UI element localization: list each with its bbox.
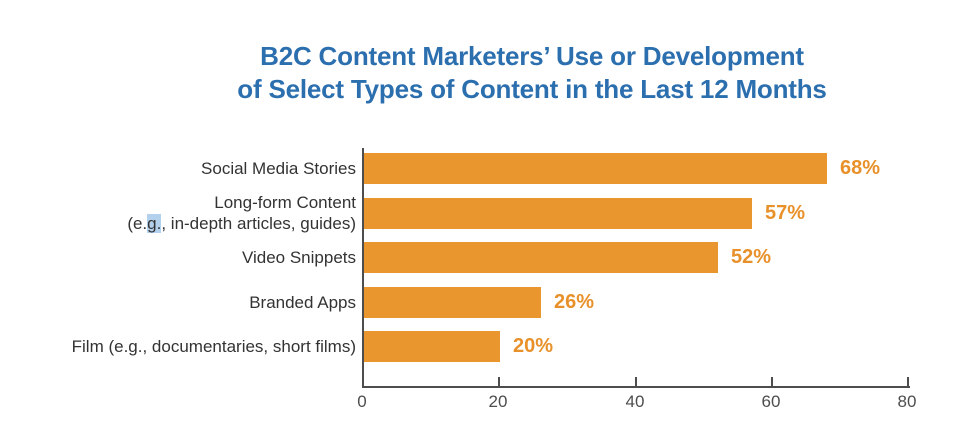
x-tick-mark [635,377,637,386]
chart-title-line2: of Select Types of Content in the Last 1… [237,74,827,104]
bar [364,331,500,362]
bar [364,286,541,318]
bar [364,153,827,184]
chart-title: B2C Content Marketers’ Use or Developmen… [110,40,954,106]
x-tick-mark [771,377,773,386]
value-label: 26% [554,290,595,313]
x-tick-label: 0 [357,392,367,411]
category-label: Video Snippets [241,248,356,267]
category-label: Film (e.g., documentaries, short films) [71,337,356,356]
bar [364,197,752,229]
value-label: 68% [840,157,881,179]
x-tick-label: 40 [625,392,645,411]
category-label: Branded Apps [249,293,356,312]
x-tick-label: 20 [488,392,508,411]
x-tick-mark [907,377,909,386]
plot-area: 68% 57% 52% 26% 20% [362,148,910,388]
chart-title-line1: B2C Content Marketers’ Use or Developmen… [260,41,804,71]
value-label: 52% [731,246,772,268]
value-label: 57% [765,201,806,224]
category-label: Long-form Content (e.g., in-depth article… [127,193,356,233]
value-label: 20% [513,335,554,357]
x-tick-label: 60 [761,392,781,411]
selection-highlight: g. [147,214,162,233]
x-tick-label: 80 [897,392,917,411]
x-tick-mark [498,377,500,386]
bar [364,242,718,273]
category-label: Social Media Stories [201,159,356,178]
